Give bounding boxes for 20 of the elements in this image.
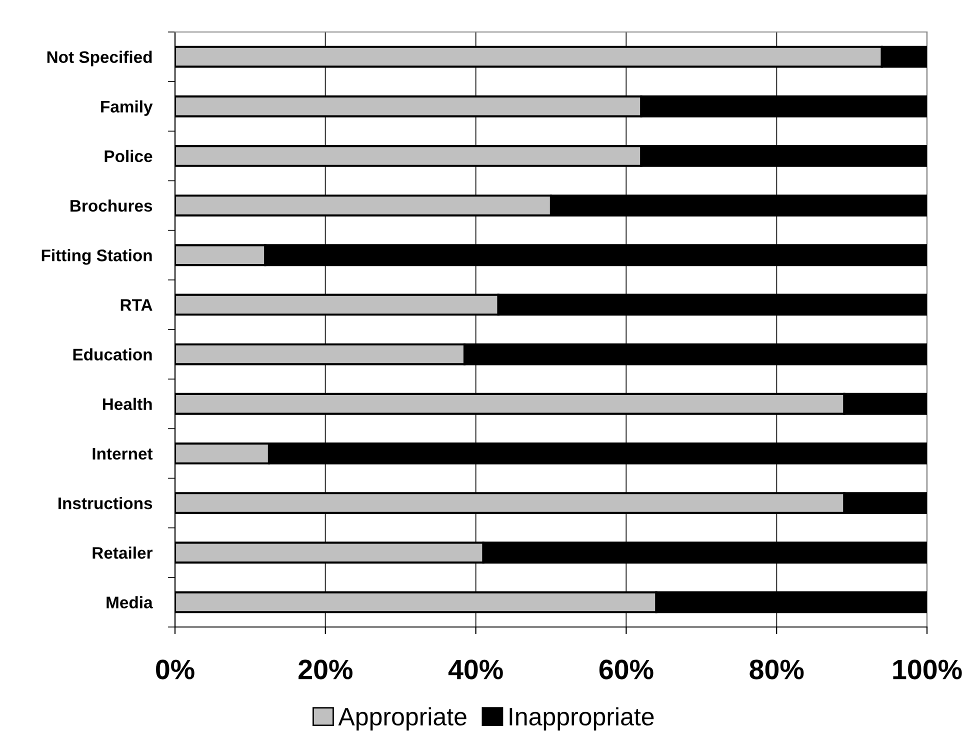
x-tick-label: 80% (750, 660, 804, 680)
y-tick-label: Internet (92, 448, 153, 460)
y-tick-label: Police (104, 150, 152, 162)
x-tick-label: 100% (893, 660, 962, 680)
x-tick-label: 0% (156, 660, 194, 680)
y-tick-label: Retailer (92, 546, 153, 559)
x-tick-label: 20% (298, 660, 352, 680)
y-tick-label: Education (73, 348, 152, 360)
y-tick-label: Not Specified (47, 50, 152, 66)
y-tick-label: Brochures (70, 200, 152, 212)
y-tick-label: Family (101, 100, 153, 116)
y-tick-label: Health (102, 398, 152, 410)
y-tick-label: Media (106, 596, 153, 608)
x-tick-label: 40% (448, 660, 503, 680)
y-tick-label: RTA (120, 299, 152, 311)
legend-label: Inappropriate (510, 707, 654, 730)
legend-label: Appropriate (338, 707, 466, 730)
y-tick-label: Fitting Station (42, 249, 152, 265)
x-tick-label: 60% (599, 660, 654, 680)
y-tick-label: Instructions (58, 497, 152, 510)
